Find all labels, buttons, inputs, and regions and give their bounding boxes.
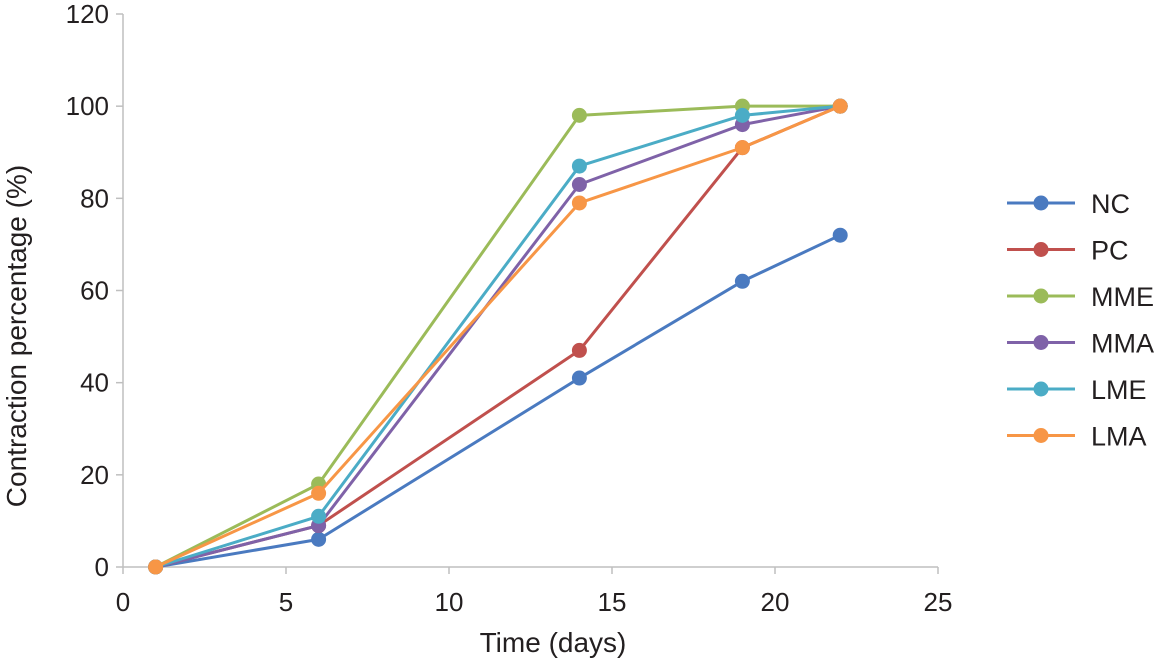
- series-line-lma: [154, 104, 841, 569]
- legend-item-pc: PC: [1007, 236, 1129, 266]
- x-tick-label: 25: [924, 587, 953, 617]
- axes: [122, 14, 938, 568]
- legend-label: PC: [1091, 236, 1129, 266]
- series-line-mme: [154, 104, 841, 569]
- legend-marker: [1033, 242, 1049, 257]
- data-point: [734, 273, 750, 289]
- y-axis-title: Contraction percentage (%): [1, 165, 32, 507]
- y-tick-label: 80: [80, 183, 109, 213]
- y-tick-label: 100: [66, 91, 109, 121]
- y-tick-label: 0: [95, 552, 109, 582]
- series-lme: [148, 98, 848, 575]
- series-pc: [148, 98, 848, 575]
- series-mme: [148, 98, 848, 575]
- data-point: [571, 370, 587, 386]
- y-tick-label: 120: [66, 0, 109, 29]
- legend-label: MMA: [1091, 329, 1154, 359]
- data-point: [311, 485, 327, 501]
- data-point: [832, 227, 848, 243]
- data-point: [734, 107, 750, 123]
- legend-marker: [1033, 381, 1049, 397]
- x-tick-label: 5: [279, 587, 293, 617]
- data-point: [311, 531, 327, 547]
- y-tick-label: 60: [80, 276, 109, 306]
- series-line-pc: [155, 104, 841, 569]
- series-lma: [148, 98, 848, 575]
- data-point: [571, 177, 587, 193]
- x-tick-label: 10: [435, 587, 464, 617]
- series-mma: [148, 98, 848, 575]
- series-group: [148, 98, 848, 575]
- data-point: [571, 107, 587, 123]
- data-point: [734, 140, 750, 156]
- legend: NC PC MME MMA LME LMA: [1007, 189, 1154, 452]
- x-axis-ticks: 0 5 10 15 20 25: [116, 567, 953, 617]
- y-tick-label: 20: [80, 460, 109, 490]
- legend-marker: [1033, 195, 1049, 211]
- legend-item-mma: MMA: [1007, 329, 1154, 359]
- legend-label: NC: [1091, 189, 1130, 219]
- legend-marker: [1033, 428, 1049, 443]
- legend-item-mme: MME: [1007, 282, 1154, 312]
- x-axis-title: Time (days): [480, 627, 627, 658]
- legend-marker: [1033, 288, 1049, 304]
- series-line-lme: [155, 104, 841, 569]
- legend-item-nc: NC: [1007, 189, 1130, 219]
- x-tick-label: 20: [761, 587, 790, 617]
- legend-label: MME: [1091, 282, 1154, 312]
- x-tick-label: 15: [598, 587, 627, 617]
- legend-label: LMA: [1091, 422, 1147, 452]
- legend-item-lme: LME: [1007, 375, 1147, 405]
- legend-item-lma: LMA: [1007, 422, 1147, 452]
- y-tick-label: 40: [80, 368, 109, 398]
- data-point: [148, 559, 164, 575]
- data-point: [571, 342, 587, 358]
- legend-marker: [1033, 335, 1049, 350]
- series-line-mma: [155, 104, 841, 569]
- data-point: [832, 98, 848, 114]
- x-tick-label: 0: [116, 587, 130, 617]
- y-axis-ticks: 0 20 40 60 80 100 120: [66, 0, 123, 582]
- data-point: [571, 158, 587, 174]
- legend-label: LME: [1091, 375, 1147, 405]
- data-point: [571, 195, 587, 211]
- data-point: [311, 508, 327, 524]
